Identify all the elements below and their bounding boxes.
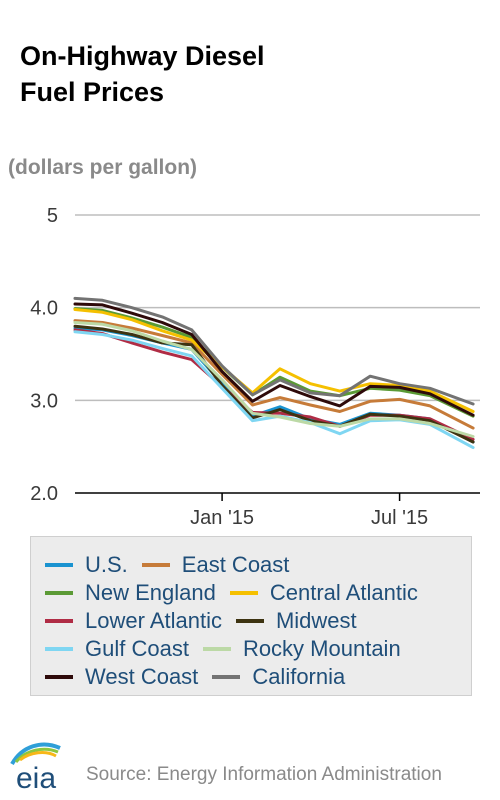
series-line xyxy=(73,321,475,438)
legend-label: Midwest xyxy=(275,608,357,633)
legend-swatch xyxy=(212,675,241,679)
line-chart: 5 4.0 3.0 2.0 Jan '15 Jul '15 xyxy=(30,205,480,529)
legend-swatch xyxy=(45,647,73,651)
y-tick-label: 3.0 xyxy=(30,390,58,412)
legend-item: California xyxy=(212,663,345,691)
legend-label: U.S. xyxy=(85,552,128,577)
series-line xyxy=(73,308,475,413)
legend-item: U.S. xyxy=(45,551,128,579)
legend-item: Rocky Mountain xyxy=(202,635,401,663)
y-tick-label: 5 xyxy=(47,205,58,227)
legend-swatch xyxy=(235,619,264,623)
legend-swatch xyxy=(45,619,73,623)
chart-title-line-1: On-Highway Diesel xyxy=(20,41,265,71)
chart-legend: U.S. East Coast New England Central Atlanti… xyxy=(30,536,472,696)
source-note: Source: Energy Information Administratio… xyxy=(86,764,442,785)
y-tick-label: 4.0 xyxy=(30,298,58,320)
series-line xyxy=(73,302,475,417)
legend-label: Gulf Coast xyxy=(85,636,189,661)
chart-title-line-2: Fuel Prices xyxy=(20,77,165,107)
series-line xyxy=(73,296,475,406)
legend-label: Lower Atlantic xyxy=(85,608,222,633)
legend-swatch xyxy=(229,591,258,595)
legend-label: California xyxy=(252,664,346,689)
footer: eia Source: Energy Information Administr… xyxy=(0,740,500,800)
legend-swatch xyxy=(45,675,73,679)
legend-swatch xyxy=(45,563,73,567)
legend-item: Midwest xyxy=(235,607,357,635)
legend-label: West Coast xyxy=(85,664,199,689)
legend-swatch xyxy=(202,647,231,651)
chart-title: On-Highway Diesel Fuel Prices xyxy=(20,38,265,110)
legend-item: New England xyxy=(45,579,216,607)
legend-label: Central Atlantic xyxy=(269,580,418,605)
series-line xyxy=(73,319,475,430)
legend-label: New England xyxy=(85,580,216,605)
legend-item: West Coast xyxy=(45,663,198,691)
legend-item: Gulf Coast xyxy=(45,635,189,663)
legend-label: East Coast xyxy=(181,552,290,577)
y-axis-units-label: (dollars per gallon) xyxy=(8,156,198,179)
eia-logo-text: eia xyxy=(16,762,56,795)
legend-item: East Coast xyxy=(141,551,290,579)
x-tick-label: Jan '15 xyxy=(190,507,254,529)
legend-swatch xyxy=(141,563,170,567)
legend-item: Lower Atlantic xyxy=(45,607,222,635)
x-tick-label: Jul '15 xyxy=(371,507,428,529)
y-tick-label: 2.0 xyxy=(30,483,58,505)
legend-swatch xyxy=(45,591,73,595)
legend-item: Central Atlantic xyxy=(229,579,418,607)
legend-label: Rocky Mountain xyxy=(242,636,401,661)
eia-logo: eia xyxy=(10,742,61,795)
